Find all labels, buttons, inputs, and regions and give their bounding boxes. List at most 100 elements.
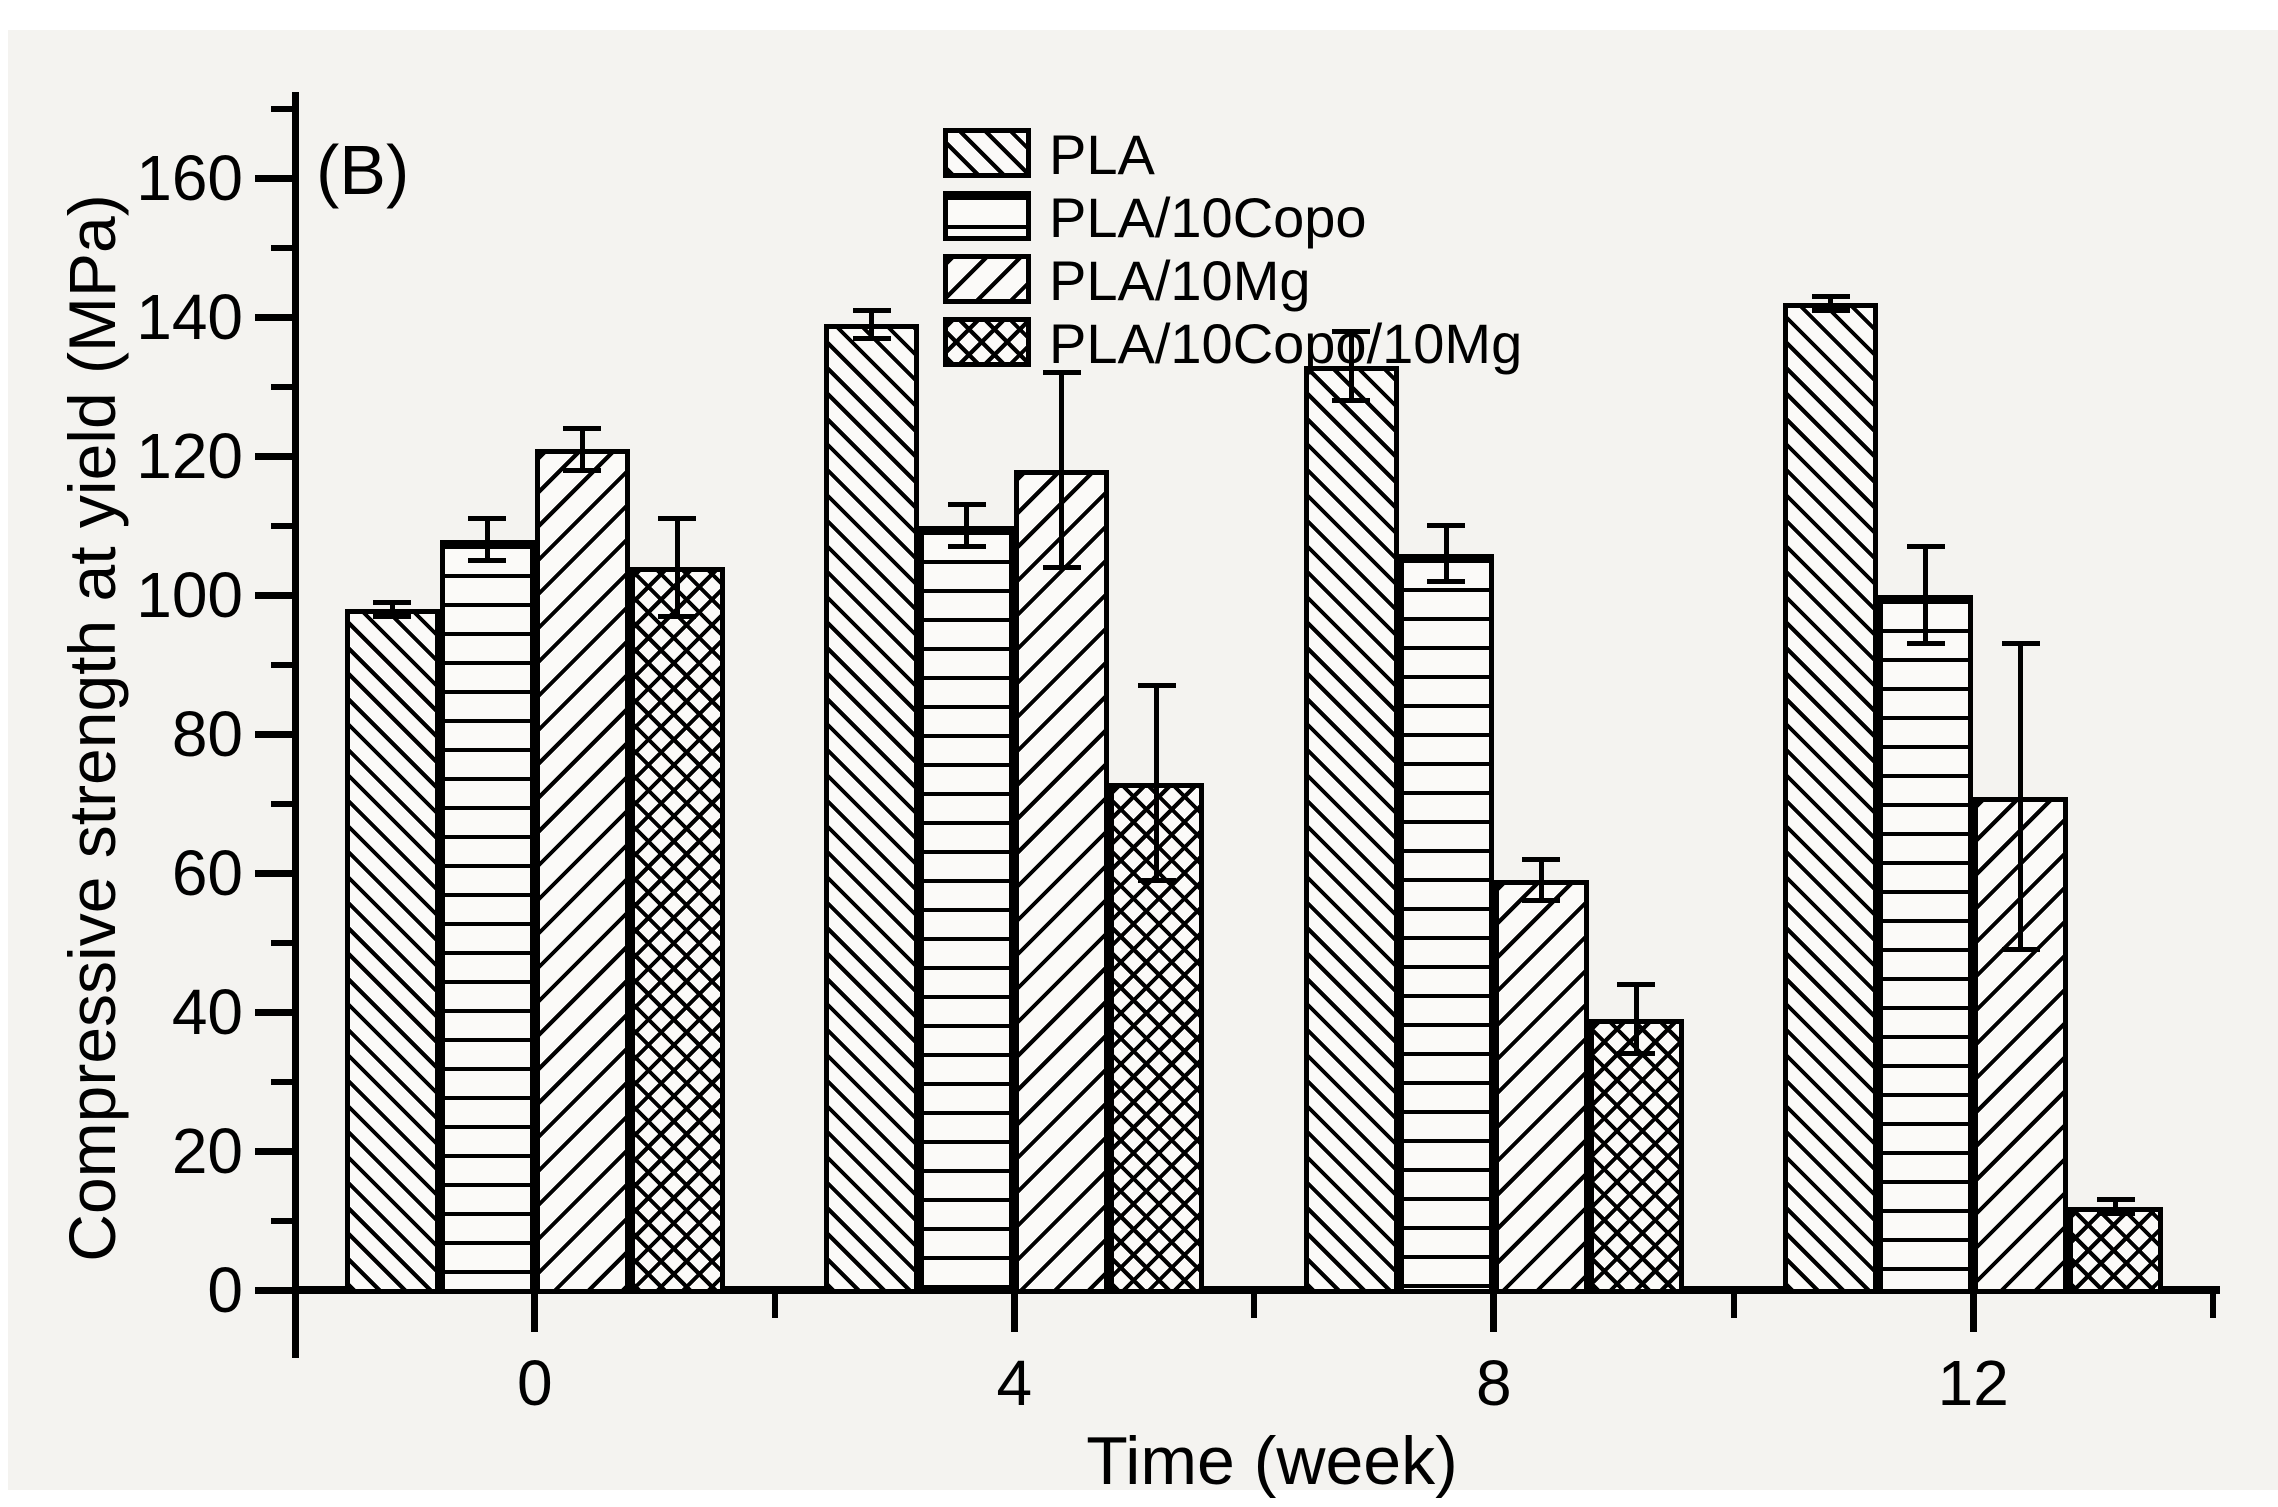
legend-label: PLA/10Mg xyxy=(1049,249,1311,312)
x-tick-label: 0 xyxy=(516,1347,553,1419)
error-bar-cap-top xyxy=(468,516,507,522)
error-bar xyxy=(2113,1199,2119,1214)
error-bar-cap-bottom xyxy=(947,544,986,550)
legend-label: PLA xyxy=(1049,123,1155,186)
error-bar xyxy=(1828,296,1834,311)
error-bar xyxy=(869,310,875,339)
bar-PLA-10Copo-10Mg-week0 xyxy=(629,567,725,1294)
x-axis-line xyxy=(292,1286,2220,1294)
error-bar-cap-bottom xyxy=(1522,898,1561,904)
y-major-tick xyxy=(255,870,295,878)
bar-PLA-10Mg-week8 xyxy=(1493,880,1589,1294)
error-bar xyxy=(1059,372,1065,568)
y-tick-label: 120 xyxy=(136,420,243,493)
x-minor-tick xyxy=(1251,1294,1257,1318)
error-bar xyxy=(964,504,970,547)
error-bar-cap-top xyxy=(373,599,412,605)
y-minor-tick xyxy=(271,661,295,668)
error-bar-cap-top xyxy=(1522,856,1561,862)
error-bar-cap-top xyxy=(1042,370,1081,376)
error-bar xyxy=(389,602,395,617)
x-tick-label: 8 xyxy=(1475,1347,1512,1419)
y-major-tick xyxy=(255,1287,295,1294)
error-bar-cap-top xyxy=(852,307,891,313)
bar-PLA-10Copo-10Mg-week12 xyxy=(2068,1206,2164,1294)
error-bar xyxy=(484,518,490,561)
x-major-tick xyxy=(531,1294,539,1332)
error-bar xyxy=(674,518,680,617)
y-major-tick xyxy=(255,731,295,739)
y-tick-label: 140 xyxy=(136,281,243,354)
y-major-tick xyxy=(255,1148,295,1156)
y-tick-label: 80 xyxy=(171,698,243,771)
error-bar-cap-bottom xyxy=(1137,877,1176,883)
legend-swatch-crosshatch-icon xyxy=(943,317,1031,367)
y-minor-tick xyxy=(271,383,295,390)
x-minor-tick xyxy=(1730,1294,1737,1318)
error-bar xyxy=(1633,984,1639,1054)
error-bar-cap-top xyxy=(1617,981,1656,987)
bar-PLA-week12 xyxy=(1783,303,1879,1294)
error-bar-cap-top xyxy=(658,516,697,522)
error-bar-cap-bottom xyxy=(1617,1051,1656,1057)
bar-PLA-week4 xyxy=(824,324,920,1294)
x-tick-label: 12 xyxy=(1937,1347,2009,1419)
error-bar xyxy=(1348,331,1354,401)
error-bar-cap-bottom xyxy=(1427,578,1466,584)
y-major-tick xyxy=(255,175,295,183)
legend-swatch-diagonal-down-icon xyxy=(943,254,1031,304)
bar-PLA-10Copo-week8 xyxy=(1398,553,1494,1294)
bar-PLA-10Mg-week12 xyxy=(1973,796,2069,1294)
y-major-tick xyxy=(255,453,295,461)
error-bar-cap-bottom xyxy=(1906,641,1945,647)
y-tick-label: 100 xyxy=(136,559,243,632)
x-axis-title: Time (week) xyxy=(1086,1423,1458,1499)
y-tick-label: 60 xyxy=(171,837,243,910)
bar-PLA-10Mg-week0 xyxy=(534,449,630,1294)
y-axis-line xyxy=(292,92,299,1358)
plot-area: 0 20 40 60 80 100 120 140 160 0 4 8 12 xyxy=(8,30,2278,1490)
figure-canvas: 0 20 40 60 80 100 120 140 160 0 4 8 12 Compressive s… xyxy=(8,30,2278,1499)
bar-PLA-10Mg-week4 xyxy=(1014,470,1110,1294)
error-bar-cap-bottom xyxy=(1332,398,1371,404)
error-bar-cap-top xyxy=(2096,1197,2135,1203)
y-major-tick xyxy=(255,592,295,600)
bar-PLA-10Copo-week0 xyxy=(439,539,535,1294)
error-bar-cap-bottom xyxy=(563,467,602,473)
x-minor-tick xyxy=(2210,1294,2216,1318)
error-bar-cap-top xyxy=(1137,683,1176,689)
legend-label: PLA/10Copo/10Mg xyxy=(1049,312,1523,375)
y-tick-label: 0 xyxy=(207,1254,243,1326)
y-tick-label: 20 xyxy=(171,1115,243,1188)
y-minor-tick xyxy=(271,522,295,529)
error-bar-cap-top xyxy=(1906,544,1945,550)
bar-PLA-week8 xyxy=(1303,365,1399,1294)
legend-swatch-horizontal-icon xyxy=(943,191,1031,241)
error-bar-cap-top xyxy=(2001,641,2040,647)
x-major-tick xyxy=(1010,1294,1018,1332)
error-bar-cap-top xyxy=(1427,523,1466,529)
error-bar xyxy=(1443,525,1449,582)
y-minor-tick xyxy=(271,1217,295,1224)
y-major-tick xyxy=(255,314,295,322)
y-tick-label: 160 xyxy=(136,142,243,215)
x-tick-label: 4 xyxy=(996,1347,1033,1419)
bar-PLA-10Copo-week12 xyxy=(1878,595,1974,1294)
error-bar-cap-bottom xyxy=(852,335,891,341)
error-bar xyxy=(1538,859,1544,901)
error-bar-cap-top xyxy=(563,425,602,431)
bar-PLA-week0 xyxy=(344,609,440,1294)
legend-label: PLA/10Copo xyxy=(1049,186,1367,249)
legend-swatch-diagonal-up-icon xyxy=(943,128,1031,178)
error-bar xyxy=(1154,685,1160,881)
x-major-tick xyxy=(1969,1294,1977,1332)
error-bar-cap-bottom xyxy=(658,613,697,619)
y-axis-title: Compressive strength at yield (MPa) xyxy=(55,194,129,1262)
error-bar-cap-top xyxy=(1811,293,1850,299)
x-major-tick xyxy=(1490,1294,1498,1332)
error-bar-cap-bottom xyxy=(468,557,507,563)
bar-PLA-10Copo-10Mg-week8 xyxy=(1588,1019,1684,1294)
error-bar xyxy=(1923,546,1929,644)
error-bar-cap-top xyxy=(1332,328,1371,334)
